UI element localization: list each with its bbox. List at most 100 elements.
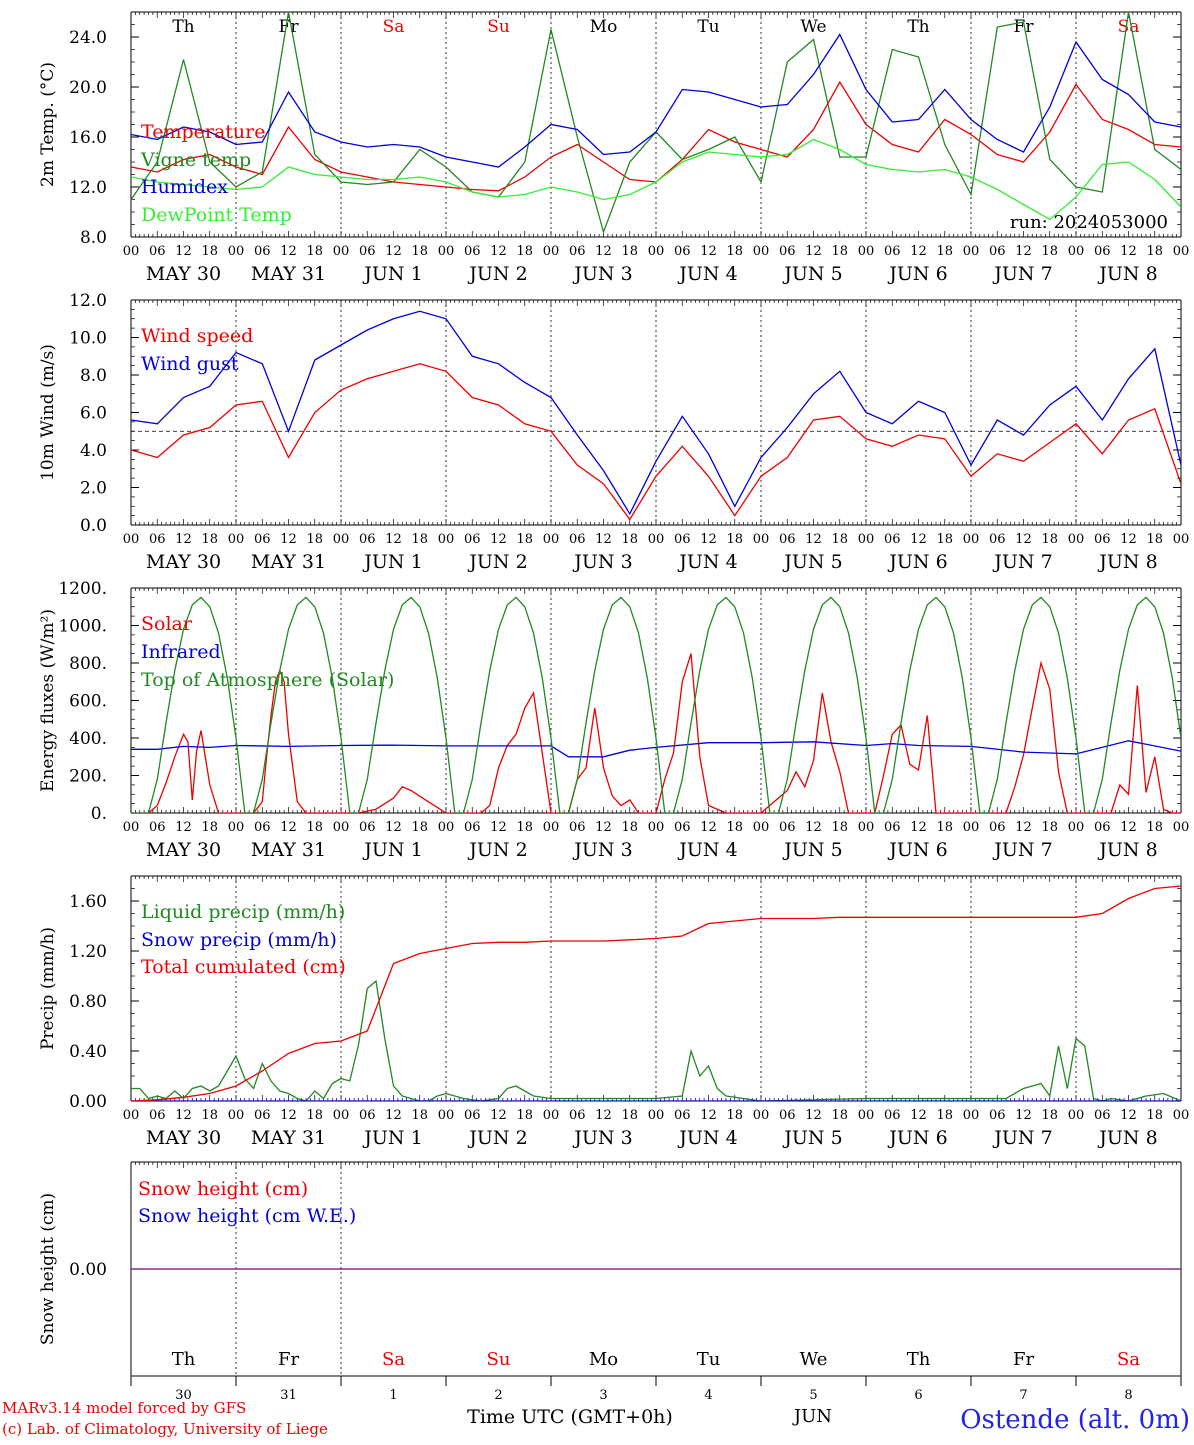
date-label: MAY 31 xyxy=(251,551,326,573)
hour-label: 00 xyxy=(543,1108,560,1123)
y-tick-label: 4.0 xyxy=(80,441,107,461)
hour-label: 06 xyxy=(989,1108,1006,1123)
date-label: MAY 30 xyxy=(146,263,221,285)
hour-label: 00 xyxy=(333,244,350,259)
date-label: MAY 30 xyxy=(146,551,221,573)
hour-label: 18 xyxy=(1041,820,1058,835)
y-axis-label: Snow height (cm) xyxy=(38,1193,58,1345)
hour-label: 12 xyxy=(175,1108,192,1123)
hour-label: 00 xyxy=(438,1108,455,1123)
legend-entry: Infrared xyxy=(141,641,221,663)
legend-entry: Humidex xyxy=(141,176,228,198)
hour-label: 18 xyxy=(411,532,428,547)
hour-label: 06 xyxy=(779,532,796,547)
date-label: MAY 30 xyxy=(146,1127,221,1149)
lab-credit: (c) Lab. of Climatology, University of L… xyxy=(2,1420,328,1438)
y-tick-label: 20.0 xyxy=(69,78,107,98)
hour-label: 12 xyxy=(280,1108,297,1123)
hour-label: 18 xyxy=(411,820,428,835)
weekday-label: Su xyxy=(487,1349,511,1370)
hour-label: 12 xyxy=(490,820,507,835)
hour-label: 18 xyxy=(621,244,638,259)
hour-label: 06 xyxy=(989,244,1006,259)
panel-4: 0.00 0.40 0.80 1.20 1.60 Precip (mm/h) Liquid … xyxy=(38,875,1189,1149)
date-label: MAY 31 xyxy=(251,839,326,861)
hour-label: 12 xyxy=(280,244,297,259)
weekday-label: Sa xyxy=(382,1349,405,1370)
hour-label: 12 xyxy=(1015,1108,1032,1123)
hour-label: 00 xyxy=(333,1108,350,1123)
y-tick-label: 12.0 xyxy=(69,178,107,198)
hour-label: 06 xyxy=(569,820,586,835)
hour-label: 00 xyxy=(648,532,665,547)
date-label: JUN 1 xyxy=(362,1127,422,1149)
day-number-label: 5 xyxy=(809,1388,817,1403)
y-axis-label: Precip (mm/h) xyxy=(38,927,58,1050)
panel-1: 8.0 12.0 16.0 20.0 24.0 2m Temp. (°C) Th Fr Sa Su… xyxy=(38,11,1189,285)
hour-label: 18 xyxy=(1041,532,1058,547)
panel-5: 0.00 Snow height (cm) Snow height (cm) Snow… xyxy=(38,1161,1182,1403)
hour-label: 06 xyxy=(884,820,901,835)
panel-2: 0.0 2.0 4.0 6.0 8.0 10.0 12.0 10m Wind (m/s) Win… xyxy=(38,291,1189,573)
hour-label: 12 xyxy=(1015,820,1032,835)
hour-label: 00 xyxy=(123,820,140,835)
date-label: JUN 8 xyxy=(1097,839,1157,861)
hour-label: 12 xyxy=(595,1108,612,1123)
hour-label: 00 xyxy=(438,820,455,835)
hour-label: 00 xyxy=(858,532,875,547)
y-tick-label: 8.0 xyxy=(80,228,107,248)
date-label: JUN 8 xyxy=(1097,263,1157,285)
hour-label: 18 xyxy=(831,244,848,259)
date-label: JUN 5 xyxy=(782,263,842,285)
y-tick-label: 0. xyxy=(91,804,107,824)
hour-label: 00 xyxy=(963,244,980,259)
weekday-label: Su xyxy=(487,17,510,37)
hour-label: 18 xyxy=(936,532,953,547)
date-label: JUN 3 xyxy=(572,839,632,861)
y-tick-label: 1.60 xyxy=(69,892,107,912)
hour-label: 06 xyxy=(884,1108,901,1123)
series-group xyxy=(131,885,1181,1101)
model-credit: MARv3.14 model forced by GFS xyxy=(2,1399,246,1417)
day-number-label: 1 xyxy=(389,1388,397,1403)
date-label: JUN 5 xyxy=(782,551,842,573)
hour-label: 00 xyxy=(963,820,980,835)
hour-label: 06 xyxy=(149,820,166,835)
y-axis-label: 2m Temp. (°C) xyxy=(38,62,58,187)
weekday-label: Tu xyxy=(697,17,719,37)
date-label: JUN 6 xyxy=(887,551,947,573)
weekday-label: Sa xyxy=(1117,1349,1140,1370)
hour-label: 00 xyxy=(963,1108,980,1123)
hour-label: 00 xyxy=(1068,820,1085,835)
y-tick-label: 0.0 xyxy=(80,516,107,536)
day-number-label: 7 xyxy=(1019,1388,1027,1403)
hour-label: 06 xyxy=(674,1108,691,1123)
hour-label: 06 xyxy=(359,532,376,547)
hour-label: 06 xyxy=(1094,820,1111,835)
series-line-2 xyxy=(131,310,1181,516)
day-number-label: 31 xyxy=(280,1388,297,1403)
weekday-label: Th xyxy=(907,1349,931,1370)
weekday-label: Fr xyxy=(279,17,300,37)
hour-label: 00 xyxy=(858,1108,875,1123)
legend-entry: Top of Atmosphere (Solar) xyxy=(141,669,394,691)
hour-label: 12 xyxy=(1015,244,1032,259)
hour-label: 18 xyxy=(831,820,848,835)
hour-label: 12 xyxy=(1120,820,1137,835)
hour-label: 18 xyxy=(411,1108,428,1123)
hour-label: 06 xyxy=(674,820,691,835)
legend-entry: Wind speed xyxy=(141,325,253,347)
hour-label: 06 xyxy=(674,244,691,259)
series-group xyxy=(131,12,1181,235)
hour-label: 06 xyxy=(779,1108,796,1123)
date-label: JUN 5 xyxy=(782,1127,842,1149)
hour-label: 06 xyxy=(359,244,376,259)
hour-label: 18 xyxy=(306,1108,323,1123)
hour-label: 18 xyxy=(1146,1108,1163,1123)
y-tick-label: 6.0 xyxy=(80,404,107,424)
hour-label: 18 xyxy=(1041,1108,1058,1123)
hour-label: 00 xyxy=(438,532,455,547)
hour-label: 18 xyxy=(726,820,743,835)
hour-label: 06 xyxy=(884,532,901,547)
hour-label: 06 xyxy=(254,1108,271,1123)
